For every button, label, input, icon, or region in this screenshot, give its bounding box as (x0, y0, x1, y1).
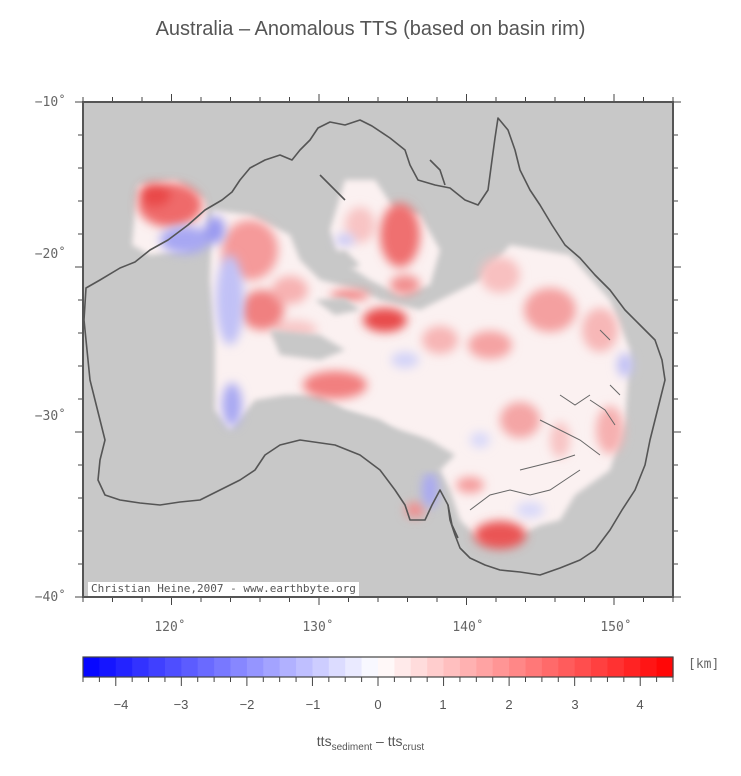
no-data-land (255, 250, 455, 470)
lon-label-130: 130˚ (302, 620, 334, 635)
colorbar-segment (197, 657, 215, 677)
colorbar-segment (459, 657, 477, 677)
colorbar-unit: [km] (688, 657, 720, 672)
colorbar-label: −2 (239, 697, 255, 712)
lon-label-120: 120˚ (154, 620, 186, 635)
colorbar-segment (541, 657, 559, 677)
lon-label-150: 150˚ (600, 620, 632, 635)
colorbar-segment (263, 657, 281, 677)
colorbar-segment (296, 657, 314, 677)
colorbar-segment (312, 657, 330, 677)
colorbar-segment (574, 657, 592, 677)
colorbar-label: 1 (439, 697, 447, 712)
colorbar-segment (394, 657, 412, 677)
colorbar-label: 2 (505, 697, 513, 712)
axis-label-part: – tts (372, 733, 403, 749)
colorbar-segment (607, 657, 625, 677)
colorbar-label: −3 (173, 697, 189, 712)
colorbar-segment (492, 657, 510, 677)
axis-label-part: tts (316, 733, 332, 749)
colorbar-segment (640, 657, 658, 677)
colorbar (83, 657, 674, 677)
colorbar-label: 4 (636, 697, 644, 712)
colorbar-segment (591, 657, 609, 677)
colorbar-label: 0 (374, 697, 382, 712)
colorbar-label: −4 (113, 697, 129, 712)
colorbar-segment (214, 657, 232, 677)
colorbar-segment (148, 657, 166, 677)
coastline (83, 117, 666, 576)
negative-anomalies (160, 216, 633, 518)
tts-anomaly-field (132, 180, 633, 549)
colorbar-segment (623, 657, 641, 677)
colorbar-segment (525, 657, 543, 677)
colorbar-segment (246, 657, 264, 677)
colorbar-segment (181, 657, 199, 677)
colorbar-segment (476, 657, 494, 677)
colorbar-label: 3 (571, 697, 579, 712)
lon-label-140: 140˚ (452, 620, 484, 635)
colorbar-label: −1 (305, 697, 321, 712)
colorbar-segment (443, 657, 461, 677)
colorbar-segment (427, 657, 445, 677)
colorbar-segment (328, 657, 346, 677)
lat-label-40: −40˚ (34, 590, 66, 605)
credit-text: Christian Heine,2007 - www.earthbyte.org (88, 582, 359, 596)
colorbar-segment (410, 657, 428, 677)
colorbar-segment (558, 657, 576, 677)
colorbar-segment (509, 657, 527, 677)
rivers (469, 329, 621, 511)
lat-label-30: −30˚ (34, 409, 66, 424)
colorbar-segment (345, 657, 363, 677)
colorbar-ticks (82, 677, 674, 686)
colorbar-segment (656, 657, 674, 677)
axis-label-sub-sediment: sediment (331, 741, 373, 753)
colorbar-segment (83, 657, 100, 677)
colorbar-segment (115, 657, 133, 677)
colorbar-segment (361, 657, 379, 677)
axis-label-sub-crust: crust (402, 741, 425, 753)
lat-label-20: −20˚ (34, 247, 66, 262)
lat-label-10: −10˚ (34, 95, 66, 110)
colorbar-segment (132, 657, 150, 677)
colorbar-segment (230, 657, 248, 677)
colorbar-segment (99, 657, 117, 677)
map-title: Australia – Anomalous TTS (based on basi… (155, 18, 586, 40)
colorbar-axis-label: ttssediment – ttscrust (0, 733, 741, 753)
map-frame (82, 101, 674, 598)
colorbar-segment (279, 657, 297, 677)
colorbar-segment (378, 657, 395, 677)
colorbar-segment (164, 657, 182, 677)
